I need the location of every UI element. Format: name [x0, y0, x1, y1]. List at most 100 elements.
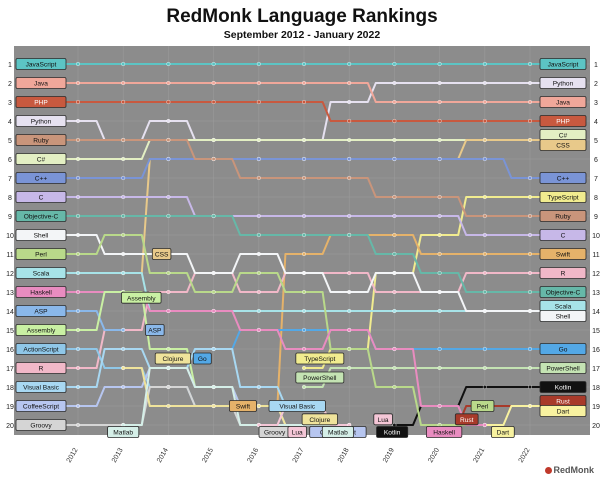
x-tick-label: 2018 — [337, 447, 351, 464]
right-label-kotlin: Kotlin — [539, 381, 587, 393]
left-label-shell-text: Shell — [34, 233, 49, 240]
left-label-python-box — [15, 115, 67, 127]
data-point-ruby — [75, 137, 80, 142]
data-point-r — [392, 290, 397, 295]
y-tick-left: 13 — [6, 290, 14, 297]
right-label-objective-c-text: Objective-C — [546, 290, 581, 297]
series-powershell — [302, 366, 542, 390]
right-label-c-box — [539, 229, 587, 241]
data-point-csharp — [302, 137, 307, 142]
data-point-cpp — [121, 175, 126, 180]
right-label-php: PHP — [539, 115, 587, 127]
data-point-csharp — [256, 137, 261, 142]
annotation-groovy-text: Groovy — [264, 430, 286, 437]
data-point-cpp — [482, 156, 487, 161]
data-point-java — [437, 99, 442, 104]
data-point-csharp — [121, 156, 126, 161]
data-point-powershell — [482, 366, 487, 371]
y-tick-right: 14 — [592, 309, 600, 316]
right-label-ruby: Ruby — [539, 210, 587, 222]
right-label-python: Python — [539, 77, 587, 89]
data-point-shell — [121, 251, 126, 256]
annotation-haskell: Haskell — [426, 426, 463, 438]
left-label-r: R — [15, 362, 67, 374]
data-point-python — [347, 99, 352, 104]
annotation-powershell-box — [295, 371, 345, 384]
left-label-ruby-box — [15, 134, 67, 146]
left-label-php-text: PHP — [34, 100, 48, 107]
data-point-cpp — [437, 156, 442, 161]
data-point-haskell — [166, 309, 171, 314]
series-php — [66, 99, 542, 123]
data-point-asp — [75, 309, 80, 314]
y-tick-left: 14 — [6, 309, 14, 316]
data-point-javascript — [256, 62, 261, 67]
data-point-actionscript — [75, 347, 80, 352]
left-label-haskell-text: Haskell — [30, 290, 52, 297]
left-label-groovy-box — [15, 419, 67, 431]
annotation-matlab-text: Matlab — [328, 430, 348, 437]
y-tick-right: 19 — [592, 404, 600, 411]
y-tick-left: 18 — [6, 385, 14, 392]
data-point-php — [302, 99, 307, 104]
data-point-java — [392, 99, 397, 104]
annotation-asp: ASP — [145, 324, 165, 336]
annotation-matlab-box — [107, 426, 140, 438]
data-point-scala — [302, 309, 307, 314]
data-point-php — [482, 118, 487, 123]
data-point-swift — [392, 232, 397, 237]
data-point-ruby — [482, 213, 487, 218]
annotation-matlab-text: Matlab — [113, 430, 133, 437]
data-point-javascript — [211, 62, 216, 67]
annotation-perl-text: Perl — [477, 404, 489, 411]
left-label-c-text: C — [39, 195, 44, 202]
annotation-lua: Lua — [287, 426, 307, 438]
chart-subtitle: September 2012 - January 2022 — [223, 29, 381, 41]
annotation-dart-text: Dart — [497, 430, 510, 437]
data-point-scala — [75, 271, 80, 276]
data-point-python — [482, 80, 487, 85]
left-label-coffeescript-box — [15, 400, 67, 412]
x-tick-label: 2016 — [246, 447, 260, 464]
data-point-c — [121, 194, 126, 199]
data-point-css — [482, 137, 487, 142]
right-label-css: CSS — [539, 139, 587, 151]
y-tick-left: 7 — [8, 176, 12, 183]
data-point-matlab — [211, 385, 216, 390]
data-point-scala — [256, 309, 261, 314]
data-point-objective-c — [75, 213, 80, 218]
left-label-groovy: Groovy — [15, 419, 67, 431]
y-tick-right: 17 — [592, 366, 600, 373]
data-point-shell — [437, 290, 442, 295]
annotation-lua-box — [287, 426, 307, 438]
right-label-java-box — [539, 96, 587, 108]
series-java — [66, 80, 542, 104]
data-point-python — [166, 118, 171, 123]
data-point-java — [256, 80, 261, 85]
left-label-objective-c-text: Objective-C — [24, 214, 59, 221]
x-tick-label: 2019 — [382, 447, 396, 464]
left-label-csharp-box — [15, 153, 67, 165]
right-label-php-box — [539, 115, 587, 127]
data-point-clojure — [166, 404, 171, 409]
plot-background — [14, 46, 590, 435]
annotation-swift: Swift — [229, 400, 257, 412]
data-point-objective-c — [392, 251, 397, 256]
left-label-haskell: Haskell — [15, 286, 67, 298]
annotation-rust-box — [454, 413, 479, 426]
annotation-asp-text: ASP — [148, 328, 162, 335]
data-point-php — [528, 118, 533, 123]
data-point-shell — [482, 309, 487, 314]
data-point-shell — [256, 251, 261, 256]
y-tick-right: 8 — [594, 195, 598, 202]
data-point-ruby — [528, 213, 533, 218]
series-perl — [66, 232, 487, 428]
data-point-javascript — [302, 62, 307, 67]
data-point-r — [482, 271, 487, 276]
annotation-matlab: Matlab — [321, 426, 354, 438]
left-label-groovy-text: Groovy — [30, 423, 52, 430]
annotation-rust: Rust — [454, 413, 479, 426]
y-tick-right: 5 — [594, 138, 598, 145]
right-label-javascript: JavaScript — [539, 58, 587, 70]
